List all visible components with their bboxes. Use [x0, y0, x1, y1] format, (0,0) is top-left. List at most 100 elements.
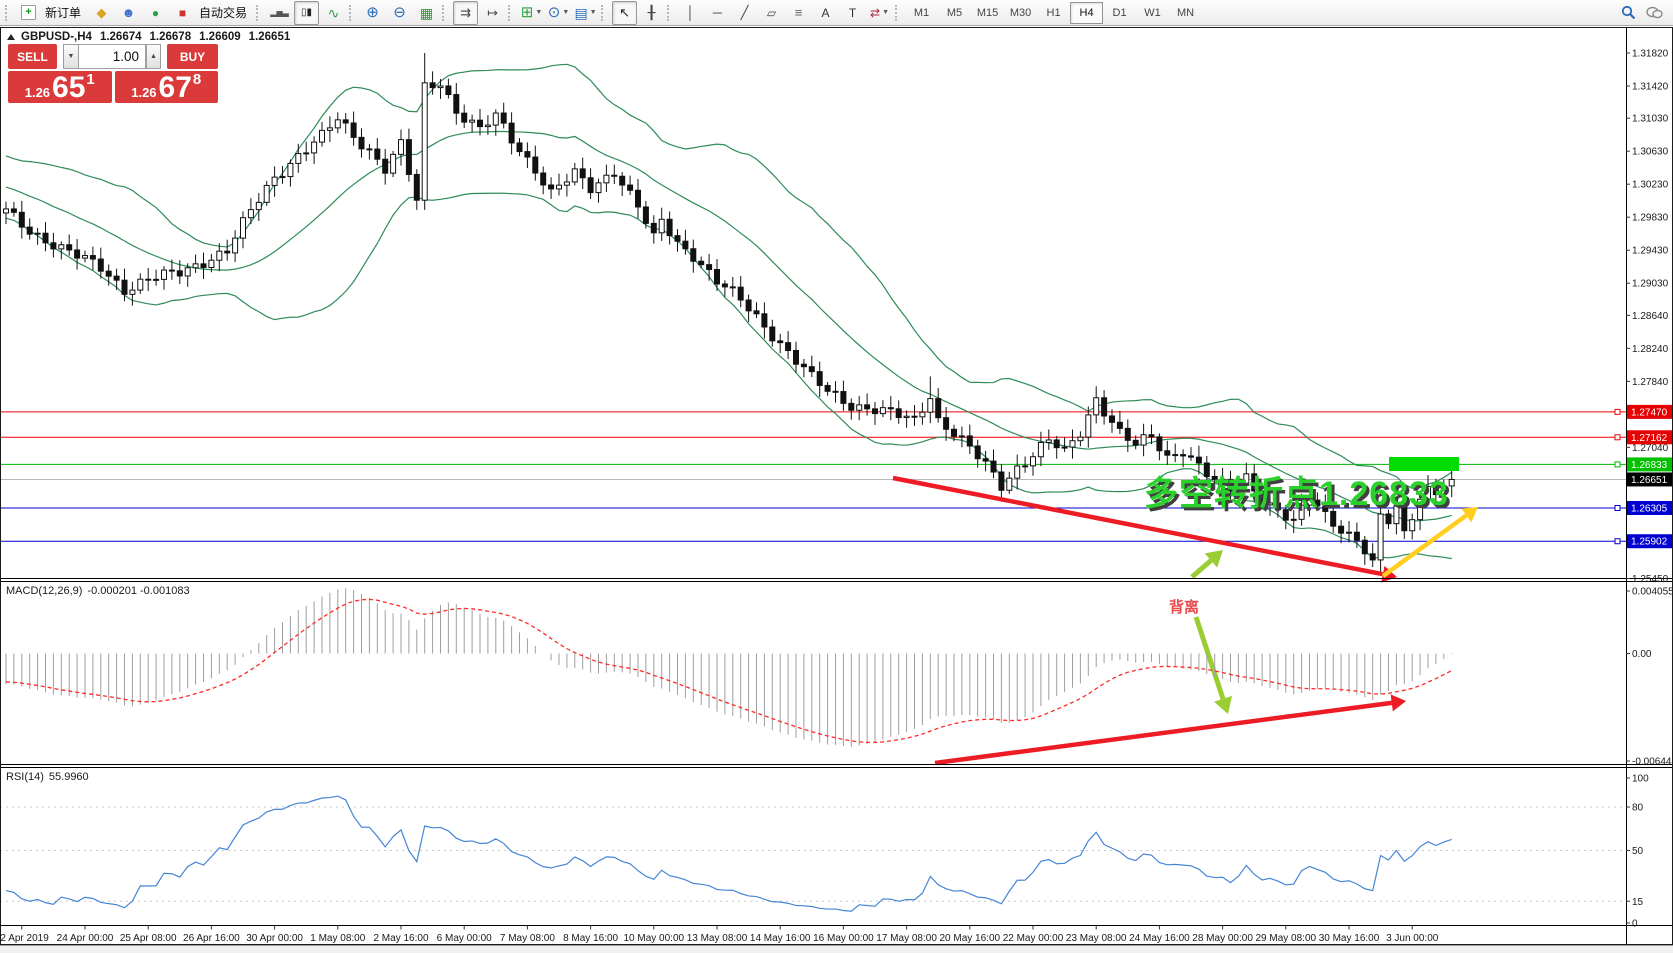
volume-decrease-button[interactable]: ▼: [63, 44, 78, 69]
timeframe-m15-button[interactable]: M15: [976, 6, 999, 19]
candle: [1346, 531, 1352, 534]
macd-axis-tick: 0.004055: [1632, 587, 1673, 598]
macd-histogram: [5, 587, 1453, 747]
candlestick-chart-icon[interactable]: ▯▮: [294, 0, 320, 25]
timeframe-m30-button[interactable]: M30: [1009, 6, 1032, 19]
timeframe-m1-button[interactable]: M1: [913, 6, 930, 19]
green-zone-annotation[interactable]: [1389, 457, 1459, 471]
volume-input[interactable]: 1.00: [78, 44, 146, 69]
time-axis-label: 7 May 08:00: [500, 933, 555, 944]
zoom-in-icon[interactable]: ⊕: [360, 1, 385, 25]
rsi-axis-tick: 0: [1632, 919, 1638, 930]
timeframe-w1-button[interactable]: W1: [1144, 6, 1161, 19]
toolbar-group-grip: [349, 4, 355, 21]
auto-scroll-icon[interactable]: ⇉: [453, 0, 479, 25]
new-order-icon[interactable]: +: [16, 1, 41, 25]
sell-button[interactable]: SELL: [8, 44, 57, 69]
dropdown-arrow-icon[interactable]: ▼: [882, 9, 890, 16]
candle: [303, 152, 310, 155]
price-chart-canvas[interactable]: 1.31820 1.31420 1.31030 1.30630 1.30230 1.298…: [0, 27, 1673, 953]
candle: [232, 237, 239, 254]
candle: [469, 119, 476, 123]
fibonacci-icon[interactable]: ≡: [786, 1, 811, 25]
svg-text:1.25902: 1.25902: [1631, 537, 1668, 548]
periods-icon[interactable]: ⊙ ▼: [546, 1, 571, 25]
horizontal-line-glyph: ─: [712, 5, 723, 20]
timeframe-h4-button[interactable]: H4: [1070, 1, 1104, 24]
chart-window[interactable]: 1.31820 1.31420 1.31030 1.30630 1.30230 1.298…: [0, 27, 1673, 953]
candle: [540, 172, 547, 186]
vertical-line-icon[interactable]: │: [678, 1, 703, 25]
community-icon[interactable]: ●: [143, 1, 168, 25]
timeframe-h1-button[interactable]: H1: [1046, 6, 1061, 19]
sell-price-display[interactable]: 1.26 65 1: [8, 71, 112, 103]
price-axis-tick: 1.27840: [1632, 377, 1669, 388]
level-line-handle[interactable]: [1614, 538, 1621, 545]
level-line-handle[interactable]: [1614, 461, 1621, 468]
green-pointer-arrow-price[interactable]: [1190, 550, 1223, 579]
candle: [1409, 519, 1416, 532]
time-axis-label: 10 May 00:00: [623, 933, 684, 944]
candle: [18, 211, 25, 228]
channel-icon[interactable]: ▱: [759, 1, 784, 25]
macd-divergence-arrow-annotation[interactable]: [934, 694, 1406, 766]
divergence-annotation[interactable]: 背离: [1169, 599, 1200, 616]
arrows-glyph: ⇄: [870, 5, 881, 20]
label-icon[interactable]: T: [840, 1, 865, 25]
indicators-icon[interactable]: ⊞ ▼: [519, 1, 544, 25]
yellow-reversal-arrow-annotation[interactable]: [1381, 507, 1478, 578]
search-icon[interactable]: [1621, 5, 1636, 20]
buy-price-display[interactable]: 1.26 67 8: [114, 71, 218, 103]
candle: [556, 184, 562, 190]
candle: [1077, 436, 1084, 442]
cursor-icon[interactable]: ↖: [612, 0, 638, 25]
level-line-handle[interactable]: [1614, 408, 1621, 415]
horizontal-line-icon[interactable]: ─: [705, 1, 730, 25]
autotrading-button-label[interactable]: 自动交易: [199, 6, 248, 20]
candle: [1156, 436, 1163, 452]
rsi-name: RSI(14): [6, 771, 44, 783]
time-axis-label: 28 May 00:00: [1192, 933, 1253, 944]
zoom-out-icon[interactable]: ⊖: [387, 1, 412, 25]
candle: [398, 139, 404, 155]
green-pointer-arrow-macd[interactable]: [1193, 616, 1233, 714]
candle: [1022, 465, 1029, 468]
dropdown-arrow-icon[interactable]: ▼: [562, 9, 570, 16]
templates-icon[interactable]: ▤ ▼: [573, 1, 598, 25]
volume-increase-button[interactable]: ▲: [146, 44, 161, 69]
buy-button[interactable]: BUY: [167, 44, 218, 69]
tile-windows-icon[interactable]: ▦: [414, 1, 439, 25]
collapse-icon[interactable]: [7, 34, 15, 40]
price-axis-tick: 1.28240: [1632, 344, 1669, 355]
dropdown-arrow-icon[interactable]: ▼: [589, 9, 597, 16]
trendline-icon[interactable]: ╱: [732, 1, 757, 25]
candle: [240, 217, 246, 239]
level-line-handle[interactable]: [1614, 504, 1621, 511]
new-order-button-label[interactable]: 新订单: [45, 6, 82, 20]
profile-icon[interactable]: ☻: [116, 1, 141, 25]
candle: [216, 250, 223, 261]
bar-chart-icon[interactable]: ▂▅▃: [267, 1, 292, 25]
timeframe-d1-button[interactable]: D1: [1112, 6, 1127, 19]
arrows-icon[interactable]: ⇄ ▼: [867, 1, 892, 25]
turning-point-annotation[interactable]: 多空转折点1.26833: [1144, 475, 1449, 513]
crosshair-icon[interactable]: ╂: [639, 1, 664, 25]
history-center-glyph: ◆: [96, 5, 107, 20]
chat-icon[interactable]: [1646, 6, 1663, 20]
timeframe-mn-button[interactable]: MN: [1176, 6, 1195, 19]
candle: [1219, 478, 1226, 481]
level-line-handle[interactable]: [1614, 434, 1621, 441]
candle: [848, 402, 855, 411]
timeframe-m5-button[interactable]: M5: [946, 6, 963, 19]
candle: [903, 415, 910, 419]
autotrading-icon[interactable]: ■: [170, 1, 195, 25]
time-axis-label: 1 May 08:00: [310, 933, 365, 944]
text-icon[interactable]: A: [813, 1, 838, 25]
candle: [374, 148, 381, 160]
history-center-icon[interactable]: ◆: [89, 1, 114, 25]
dropdown-arrow-icon[interactable]: ▼: [535, 9, 543, 16]
line-chart-icon[interactable]: ∿: [321, 1, 346, 25]
chart-shift-icon[interactable]: ↦: [480, 1, 505, 25]
candle: [1037, 441, 1044, 458]
price-level-label: [1627, 430, 1672, 445]
